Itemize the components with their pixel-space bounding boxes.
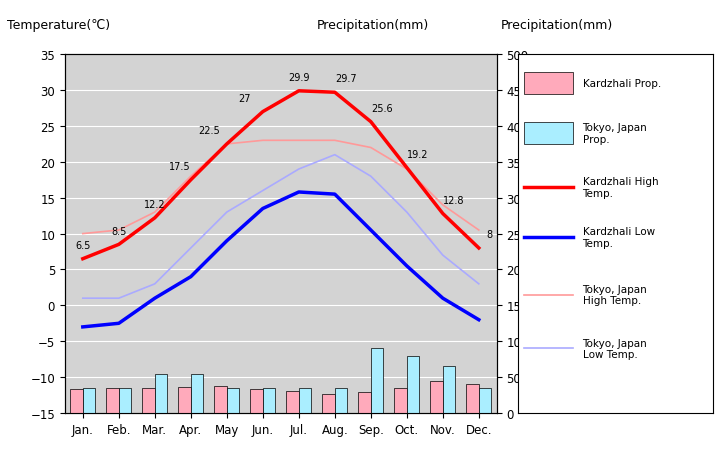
Bar: [466, 385, 479, 413]
Text: 12.8: 12.8: [443, 196, 464, 205]
Bar: [524, 73, 573, 95]
Text: 8.5: 8.5: [111, 226, 127, 236]
Text: 8: 8: [487, 230, 492, 240]
Text: Precipitation(mm): Precipitation(mm): [500, 19, 613, 32]
Text: 29.9: 29.9: [288, 73, 310, 83]
Bar: [524, 123, 573, 145]
Bar: [299, 388, 311, 413]
Text: Tokyo, Japan
Prop.: Tokyo, Japan Prop.: [582, 123, 647, 145]
Bar: [71, 389, 83, 413]
Text: Kardzhali High
Temp.: Kardzhali High Temp.: [582, 177, 658, 198]
Bar: [430, 381, 443, 413]
Bar: [394, 388, 407, 413]
Text: 6.5: 6.5: [75, 241, 91, 251]
Bar: [443, 367, 455, 413]
Bar: [251, 389, 263, 413]
Bar: [155, 374, 167, 413]
Bar: [359, 392, 371, 413]
Bar: [335, 388, 347, 413]
Bar: [479, 388, 491, 413]
Bar: [107, 388, 119, 413]
Bar: [142, 388, 155, 413]
Bar: [83, 388, 95, 413]
Text: 12.2: 12.2: [144, 200, 166, 210]
Text: Tokyo, Japan
Low Temp.: Tokyo, Japan Low Temp.: [582, 338, 647, 359]
Bar: [119, 388, 131, 413]
Bar: [323, 394, 335, 413]
Text: 25.6: 25.6: [371, 104, 392, 114]
Text: 17.5: 17.5: [169, 162, 191, 172]
Text: Kardzhali Prop.: Kardzhali Prop.: [582, 79, 661, 89]
Text: 29.7: 29.7: [335, 74, 356, 84]
Text: Kardzhali Low
Temp.: Kardzhali Low Temp.: [582, 227, 654, 248]
Bar: [263, 388, 275, 413]
Bar: [287, 392, 299, 413]
Text: 19.2: 19.2: [407, 150, 428, 159]
Text: Precipitation(mm): Precipitation(mm): [317, 19, 429, 32]
Text: 27: 27: [238, 94, 251, 104]
Bar: [191, 374, 203, 413]
Bar: [179, 387, 191, 413]
Bar: [407, 356, 419, 413]
Bar: [371, 349, 383, 413]
Text: Temperature(℃): Temperature(℃): [7, 19, 110, 32]
Text: 22.5: 22.5: [198, 126, 220, 136]
Text: Tokyo, Japan
High Temp.: Tokyo, Japan High Temp.: [582, 284, 647, 306]
Bar: [215, 386, 227, 413]
Bar: [227, 388, 239, 413]
